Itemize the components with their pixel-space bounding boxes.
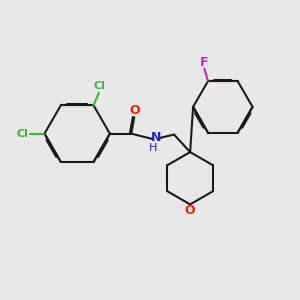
Text: F: F [200,56,208,69]
Text: Cl: Cl [17,129,29,139]
Text: O: O [129,104,140,117]
Text: O: O [185,204,195,218]
Text: H: H [148,143,157,153]
Text: Cl: Cl [94,81,105,91]
Text: N: N [151,131,161,144]
